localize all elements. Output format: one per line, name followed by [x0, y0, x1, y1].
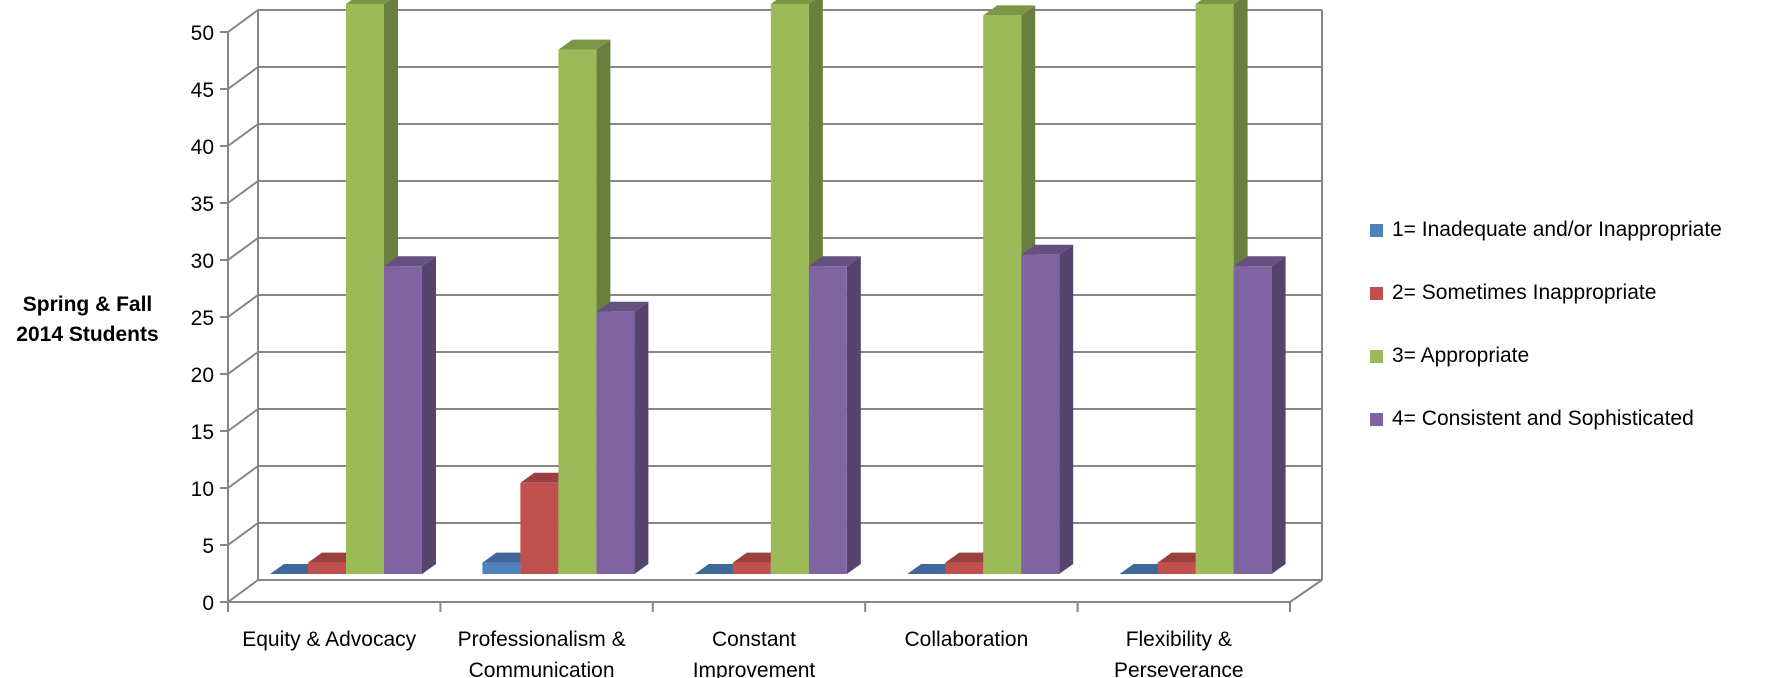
bar: [1021, 244, 1074, 575]
legend-swatch-3: [1370, 350, 1383, 363]
bar-top: [1233, 256, 1286, 267]
y-tick-label: 30: [191, 250, 214, 273]
y-tick-label: 45: [191, 79, 214, 102]
bar: [808, 256, 861, 574]
bar-side: [422, 256, 436, 574]
bar-top: [1195, 0, 1240, 4]
bar-front: [808, 266, 847, 574]
bar-side: [634, 301, 649, 574]
bar-front: [308, 562, 346, 574]
y-axis-title: Spring & Fall 2014 Students: [0, 290, 175, 350]
axes: [220, 10, 1323, 612]
x-tick-label: Collaboration: [905, 628, 1029, 651]
bar-front: [558, 49, 597, 575]
bar-front: [384, 266, 422, 574]
gridline-side: [227, 351, 259, 375]
bar: [596, 301, 649, 574]
x-tick-label: Constant Improvement: [693, 628, 816, 678]
bar-front: [1195, 4, 1234, 574]
bar-top: [770, 0, 815, 4]
gridline-side: [227, 237, 259, 261]
bar-side: [1059, 244, 1074, 575]
bar-front: [346, 4, 384, 574]
bar-top: [1021, 244, 1074, 255]
bar-front: [520, 482, 559, 574]
y-tick-label: 0: [202, 592, 214, 615]
y-axis-title-line-2: 2014 Students: [16, 323, 159, 346]
bar-front: [1157, 562, 1196, 574]
bar: [1233, 256, 1286, 574]
gridline-side: [227, 9, 259, 33]
gridline-side: [227, 294, 259, 318]
legend-swatch-4: [1370, 413, 1383, 426]
bar: [384, 256, 436, 574]
legend-label-1: 1= Inadequate and/or Inappropriate: [1392, 218, 1722, 241]
bar-front: [1021, 254, 1060, 575]
legend-swatch-2: [1370, 287, 1383, 300]
gridline-side: [227, 66, 259, 90]
bar-side: [1271, 256, 1286, 574]
x-tick-labels: Equity & Advocacy Professionalism & Commun…: [242, 628, 1243, 678]
y-tick-label: 35: [191, 193, 214, 216]
y-tick-label: 15: [191, 421, 214, 444]
bar-front: [1233, 266, 1272, 574]
y-tick-label: 25: [191, 307, 214, 330]
legend-swatch-1: [1370, 224, 1383, 237]
y-tick-label: 40: [191, 136, 214, 159]
gridline-side: [227, 522, 259, 546]
gridline-side: [227, 123, 259, 147]
bar-top: [558, 39, 611, 50]
x-tick-label: Professionalism & Communication: [458, 628, 626, 678]
x-tick-label: Flexibility & Perseverance: [1114, 628, 1244, 678]
bar-front: [983, 15, 1022, 574]
bar: [558, 39, 611, 575]
gridline-side: [227, 408, 259, 432]
y-tick-label: 5: [202, 535, 214, 558]
bar-top: [983, 5, 1036, 16]
bar-top: [346, 0, 390, 4]
bar-top: [596, 301, 649, 312]
y-tick-label: 50: [191, 22, 214, 45]
axis-line: [1289, 579, 1323, 603]
y-axis-title-line-1: Spring & Fall: [22, 293, 153, 316]
bar-top: [808, 256, 861, 267]
gridline-side: [227, 465, 259, 489]
bar-front: [482, 562, 521, 574]
y-tick-label: 10: [191, 478, 214, 501]
legend-label-3: 3= Appropriate: [1392, 344, 1530, 367]
y-tick-label: 20: [191, 364, 214, 387]
legend-label-4: 4= Consistent and Sophisticated: [1392, 407, 1694, 430]
x-tick-label: Equity & Advocacy: [242, 628, 416, 651]
bar-front: [596, 311, 635, 574]
legend-label-2: 2= Sometimes Inappropriate: [1392, 281, 1657, 304]
bar-front: [732, 562, 771, 574]
gridline-side: [227, 579, 259, 603]
gridline-side: [227, 180, 259, 204]
bar-side: [846, 256, 861, 574]
bar-front: [770, 4, 809, 574]
bar-front: [945, 562, 984, 574]
y-tick-labels: 0 5 10 15 20 25 30 35 40 45 50: [191, 22, 214, 615]
bars: [270, 0, 1286, 575]
bar-top: [384, 256, 436, 267]
